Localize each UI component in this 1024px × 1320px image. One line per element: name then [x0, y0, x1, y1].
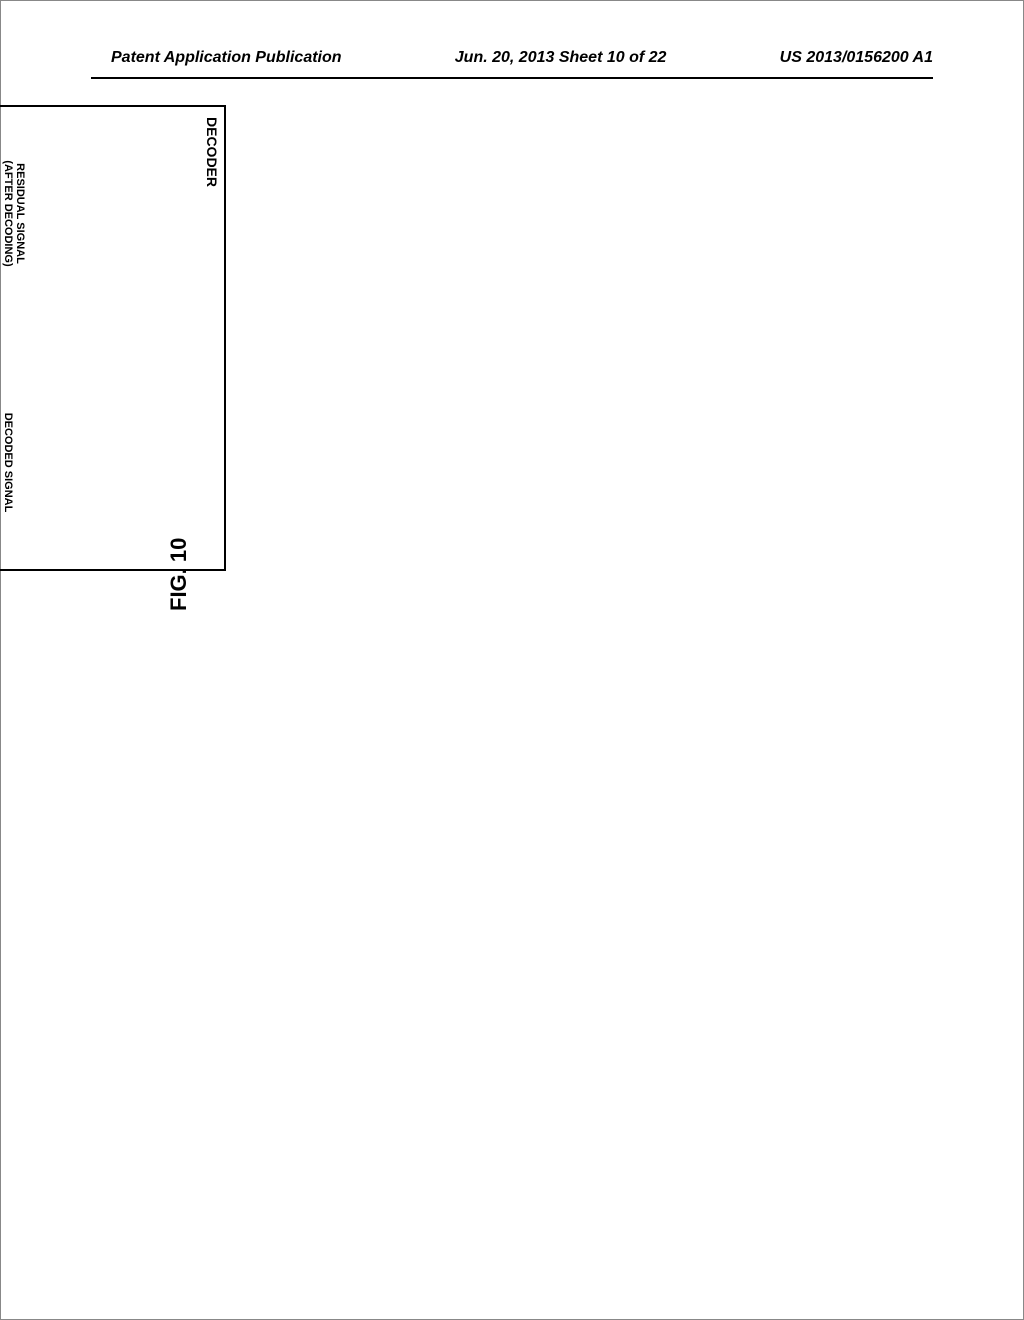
page: Patent Application Publication Jun. 20, …	[0, 0, 1024, 1320]
figure-rotated-container: ENCODER ORIGINAL SIGNAL smpl50000100000F…	[0, 171, 226, 1211]
decoder-box: DECODER RESIDUAL SIGNAL(AFTER DECODING) …	[0, 105, 226, 571]
decoder-title: DECODER	[204, 117, 220, 187]
decoder-panel-decoded: DECODED SIGNAL smpl50000100000FREQUENSYT…	[0, 366, 14, 559]
decoder-panel-residual: RESIDUAL SIGNAL(AFTER DECODING) smpl5000…	[0, 117, 26, 310]
header-center: Jun. 20, 2013 Sheet 10 of 22	[455, 49, 667, 67]
figure-inner: ENCODER ORIGINAL SIGNAL smpl50000100000F…	[0, 0, 226, 571]
decoder-panel-decoded-title: DECODED SIGNAL	[2, 413, 14, 513]
decoder-panel-residual-title: RESIDUAL SIGNAL(AFTER DECODING)	[2, 160, 26, 266]
header-right: US 2013/0156200 A1	[780, 49, 933, 67]
